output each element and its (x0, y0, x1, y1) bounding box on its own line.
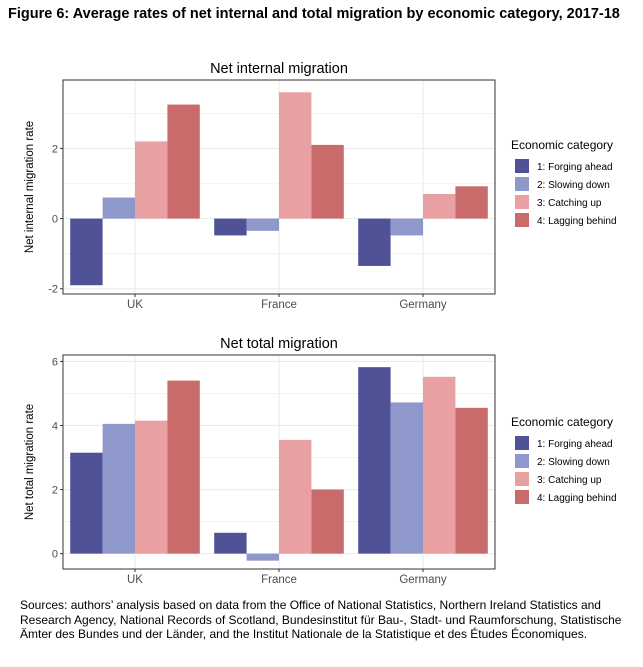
bar-france-3-catching-up (279, 439, 312, 554)
bar-france-2-slowing-down (246, 553, 279, 561)
bar-germany-4-lagging-behind (455, 186, 488, 219)
legend-label-3-catching-up: 3: Catching up (537, 475, 602, 486)
legend-swatch-3-catching-up (515, 472, 529, 486)
chart-net-internal-migration: Net internal migration -2 0 2 UK France German… (24, 61, 617, 311)
legend-swatch-2-slowing-down (515, 177, 529, 191)
legend-label-4-lagging-behind: 4: Lagging behind (537, 493, 617, 504)
legend-swatch-4-lagging-behind (515, 213, 529, 227)
bar-germany-2-slowing-down (390, 402, 423, 554)
chart-panel-net-total: Net total migration 0 2 4 6 UK France Germany Ne… (8, 328, 638, 592)
bar-uk-4-lagging-behind (167, 104, 200, 219)
bar-uk-1-forging-ahead (70, 218, 103, 286)
x-tick-label-germany: Germany (399, 574, 447, 586)
bar-germany-1-forging-ahead (358, 218, 391, 266)
bar-germany-2-slowing-down (390, 218, 423, 236)
bar-germany-3-catching-up (423, 194, 456, 219)
legend-title: Economic category (511, 415, 613, 429)
x-tick-label-germany: Germany (399, 299, 447, 311)
y-tick-label: 6 (52, 356, 58, 368)
legend-swatch-1-forging-ahead (515, 159, 529, 173)
x-tick-label-uk: UK (127, 574, 143, 586)
bar-uk-4-lagging-behind (167, 380, 200, 554)
legend-label-2-slowing-down: 2: Slowing down (537, 457, 610, 468)
bar-germany-3-catching-up (423, 376, 456, 554)
bar-france-1-forging-ahead (214, 532, 247, 554)
legend-label-2-slowing-down: 2: Slowing down (537, 180, 610, 191)
legend-title: Economic category (511, 138, 613, 152)
x-tick-label-france: France (261, 299, 297, 311)
chart-panel-net-internal: Net internal migration -2 0 2 UK France German… (8, 52, 638, 320)
y-axis-label: Net internal migration rate (24, 121, 36, 253)
legend-swatch-4-lagging-behind (515, 490, 529, 504)
legend-swatch-2-slowing-down (515, 454, 529, 468)
x-tick-label-france: France (261, 574, 297, 586)
legend-label-1-forging-ahead: 1: Forging ahead (537, 162, 613, 173)
legend-label-1-forging-ahead: 1: Forging ahead (537, 439, 613, 450)
chart-title: Net internal migration (210, 61, 348, 77)
sources-note: Sources: authors’ analysis based on data… (20, 598, 622, 641)
bar-france-3-catching-up (279, 92, 312, 219)
bar-germany-4-lagging-behind (455, 407, 488, 554)
bar-france-4-lagging-behind (311, 489, 344, 554)
legend-label-4-lagging-behind: 4: Lagging behind (537, 216, 617, 227)
chart-title: Net total migration (220, 336, 338, 352)
legend-swatch-1-forging-ahead (515, 436, 529, 450)
bar-uk-2-slowing-down (102, 423, 135, 554)
bar-uk-3-catching-up (135, 420, 168, 554)
legend-swatch-3-catching-up (515, 195, 529, 209)
y-tick-label: 0 (52, 214, 58, 226)
y-tick-label: 4 (52, 420, 58, 432)
y-tick-label: 2 (52, 143, 58, 155)
bar-france-2-slowing-down (246, 218, 279, 231)
bar-uk-1-forging-ahead (70, 452, 103, 554)
bar-uk-3-catching-up (135, 141, 168, 219)
bar-france-4-lagging-behind (311, 144, 344, 219)
y-axis-label: Net total migration rate (24, 404, 36, 520)
bar-uk-2-slowing-down (102, 197, 135, 219)
x-tick-label-uk: UK (127, 299, 143, 311)
legend-label-3-catching-up: 3: Catching up (537, 198, 602, 209)
bar-germany-1-forging-ahead (358, 367, 391, 554)
y-tick-label: -2 (48, 284, 58, 296)
figure-title: Figure 6: Average rates of net internal … (8, 6, 620, 22)
bar-france-1-forging-ahead (214, 218, 247, 236)
chart-net-total-migration: Net total migration 0 2 4 6 UK France Germany Ne… (24, 336, 617, 586)
y-tick-label: 0 (52, 549, 58, 561)
y-tick-label: 2 (52, 485, 58, 497)
